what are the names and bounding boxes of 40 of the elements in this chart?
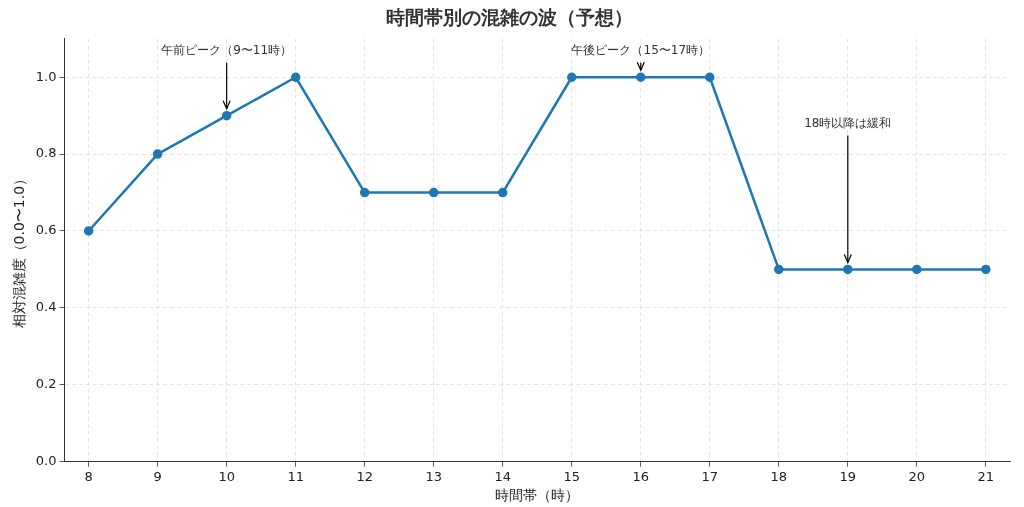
y-tick-label: 1.0: [35, 68, 57, 84]
x-tick-label: 8: [84, 468, 93, 484]
y-tick-label: 0.0: [35, 452, 57, 468]
x-tick-label: 15: [563, 468, 581, 484]
point: [290, 72, 301, 82]
point: [428, 187, 439, 198]
point: [705, 72, 715, 82]
point: [567, 72, 577, 82]
x-tick-label: 16: [632, 468, 650, 484]
y-tick-label: 0.2: [35, 376, 57, 392]
x-tick-label: 20: [908, 468, 926, 484]
x-tick-label: 21: [977, 468, 995, 484]
x-tick-label: 12: [356, 468, 373, 484]
point: [221, 110, 232, 121]
point: [152, 149, 163, 159]
y-tick-label: 0.8: [35, 145, 57, 161]
annotation: 午後ピーク（15〜17時）: [571, 42, 711, 57]
point: [981, 264, 991, 275]
point: [83, 226, 94, 236]
point: [912, 264, 922, 275]
y-axis-title: 相対混雑度（0.0〜1.0）: [11, 171, 28, 329]
point: [774, 264, 784, 275]
x-tick-label: 17: [701, 468, 719, 484]
x-tick-label: 10: [218, 468, 235, 484]
point: [359, 187, 370, 198]
x-tick-label: 13: [425, 468, 442, 484]
y-tick-label: 0.6: [35, 222, 57, 238]
y-tick-label: 0.4: [35, 299, 57, 315]
x-tick-label: 11: [287, 468, 304, 484]
annotation: 18時以降は緩和: [804, 115, 892, 130]
x-tick-label: 19: [839, 468, 857, 484]
point: [843, 264, 853, 275]
point: [497, 187, 508, 198]
chart-title: 時間帯別の混雑の波（予想）: [385, 6, 633, 29]
point: [636, 72, 646, 82]
x-tick-label: 14: [494, 468, 511, 484]
annotation: 午前ピーク（9〜11時）: [161, 42, 293, 57]
x-axis-title: 時間帯（時）: [495, 487, 580, 504]
x-tick-label: 18: [770, 468, 788, 484]
x-tick-label: 9: [153, 468, 162, 484]
